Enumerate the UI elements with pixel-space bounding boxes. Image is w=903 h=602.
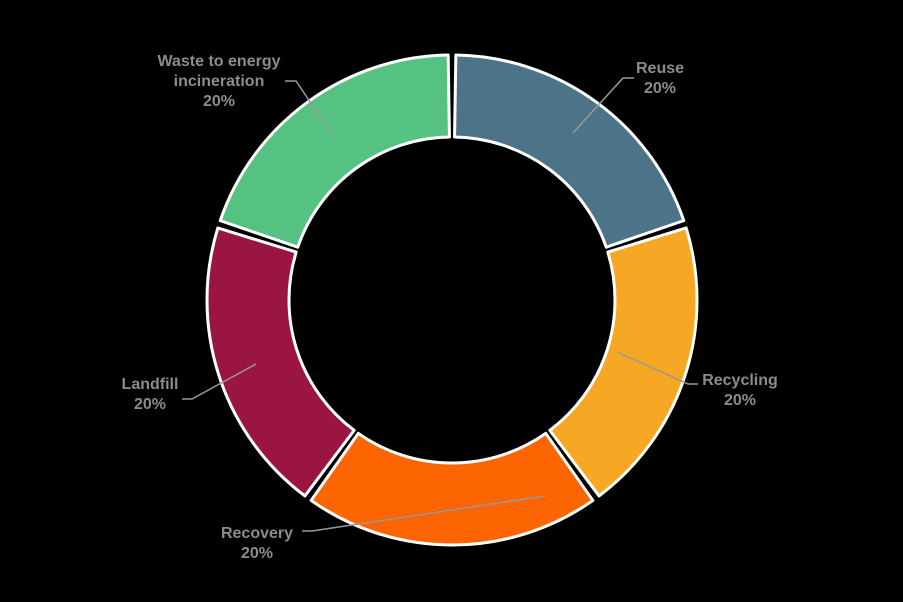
label-landfill-line-1: Landfill: [122, 376, 179, 393]
label-reuse-line-1: Reuse: [636, 60, 684, 77]
label-recycling-line-1: Recycling: [702, 372, 778, 389]
label-reuse-line-2: 20%: [644, 80, 676, 97]
leader-line-waste-to-energy-incineration: [285, 80, 334, 137]
leader-line-recovery: [302, 495, 546, 532]
leader-line-reuse: [572, 77, 634, 134]
slice-labels: Reuse 20% Recycling 20% Recovery 20% Landfill 2…: [122, 53, 778, 562]
label-waste-to-energy-incineration-line-1: Waste to energy: [158, 53, 281, 70]
label-recovery: Recovery 20%: [221, 525, 293, 562]
slice-recycling[interactable]: [548, 226, 699, 498]
slice-recovery[interactable]: [309, 431, 595, 547]
label-waste-to-energy-incineration: Waste to energy incineration 20%: [158, 53, 281, 110]
slice-waste-to-energy-incineration[interactable]: [218, 53, 451, 249]
donut-slices: [205, 53, 699, 547]
label-waste-to-energy-incineration-line-2: incineration: [174, 73, 265, 90]
slice-landfill[interactable]: [205, 226, 356, 498]
slice-reuse[interactable]: [453, 53, 686, 249]
label-leader-lines: [182, 77, 698, 532]
label-landfill: Landfill 20%: [122, 376, 179, 413]
label-recovery-line-1: Recovery: [221, 525, 293, 542]
label-landfill-line-2: 20%: [134, 396, 166, 413]
label-recycling-line-2: 20%: [724, 392, 756, 409]
label-reuse: Reuse 20%: [636, 60, 684, 97]
label-waste-to-energy-incineration-line-3: 20%: [203, 93, 235, 110]
leader-line-landfill: [182, 363, 257, 400]
leader-line-recycling: [616, 351, 698, 385]
label-recovery-line-2: 20%: [241, 545, 273, 562]
label-recycling: Recycling 20%: [702, 372, 778, 409]
